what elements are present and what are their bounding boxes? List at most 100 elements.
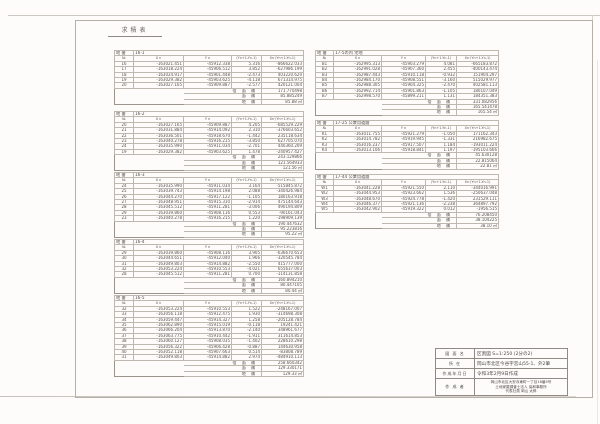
lot-area-label: 地 積 (183, 287, 262, 295)
point-row: 22 -163036.501 -45918.670 -1.442 235118.634 (114, 132, 305, 140)
lot-area-label: 地 積 (183, 370, 262, 378)
area-value: 80.447105 (260, 282, 305, 289)
cell-product: -400143.474 (455, 66, 500, 73)
cell-product: 627705.070 (260, 137, 305, 145)
point-row: W2 -163044.953 -45923.662 1.536 -250637.048 (315, 190, 499, 197)
lot-area-value: 85.88 ㎡ (260, 98, 305, 106)
cell-product: -83808.789 (260, 349, 305, 356)
date-value: 令和3年2月9日作成 (474, 368, 568, 379)
cell-product: 475144.643 (260, 198, 305, 206)
cell-product: 19241.421 (260, 321, 305, 329)
creator-line-2: 土地家屋調査士法人 協和事務所 (495, 384, 547, 389)
point-row: W4 -163046.377 -45921.136 -2.238 364897.792 (315, 200, 499, 208)
cell-product: -344016.991 (456, 184, 499, 192)
cell-product: 180163.918 (260, 193, 305, 201)
cell-product: -484910.113 (260, 354, 305, 361)
area-value: 165.541478 (455, 104, 500, 111)
double-area-value: 258.660342 (260, 359, 305, 367)
point-row: 19 -163029.382 -45903.625 1.478 -240957.427 (114, 148, 305, 156)
cell-product: 403220.620 (260, 71, 305, 79)
cell-product: -248167.007 (260, 305, 305, 313)
double-area-value: 243.129866 (260, 154, 305, 161)
point-row: 20 -163027.165 -45909.887 4.205 -685529.229 (114, 121, 305, 129)
paper-edge-top (8, 15, 600, 16)
point-row: W1 -163041.228 -45921.550 2.110 -344016.991 (315, 184, 499, 192)
cell-product: -515845.872 (260, 182, 305, 190)
cell-product: 440360.209 (260, 143, 305, 150)
drawing-name-label: 図 面 名 (435, 348, 475, 359)
double-area-value: 171.770498 (260, 87, 305, 95)
location-value: 岡山市北区今谷字宮山55-1、外2筆 (474, 358, 568, 369)
point-row: B5 -162988.305 -45904.325 -2.470 402581.113 (315, 82, 500, 89)
doc-title: 求積表 (108, 25, 162, 37)
point-row: 33 -163056.118 -45912.475 1.930 -314698.308 (114, 311, 305, 318)
summary-spacer (115, 371, 184, 376)
point-row: 37 -163063.775 -45910.442 -1.911 311614.853 (114, 332, 305, 340)
cell-product: -314698.308 (260, 311, 305, 318)
area-value: 38.104225 (456, 217, 499, 224)
point-row: B4 -162984.170 -45908.551 -3.160 515029.977 (315, 76, 500, 84)
cell-product: -636670.653 (260, 249, 305, 257)
point-row: 29 -163039.860 -45908.116 3.905 -636670.653 (114, 249, 305, 257)
cell-product: -376603.652 (260, 127, 305, 134)
lot-area-value: 129.33 ㎡ (260, 370, 305, 378)
point-row: 21 -163031.884 -45914.092 2.310 -376603.652 (114, 127, 305, 134)
point-row: 38 -163060.127 -45908.035 -1.402 228610.298 (114, 338, 305, 345)
point-row: K4 -163013.106 -45918.841 1.197 -195103.666 (315, 146, 499, 154)
cell-product: -340426.984 (260, 188, 305, 195)
cell-product: -195103.666 (456, 146, 499, 154)
summary-spacer (316, 223, 382, 228)
lot-area-value: 95.22 ㎡ (260, 231, 305, 238)
summary-spacer (115, 288, 184, 293)
point-row: K2 -163014.782 -45919.945 -1.331 216982.675 (315, 136, 499, 143)
cell-product: -90161.043 (260, 209, 305, 217)
cell-product: 655637.003 (260, 265, 305, 273)
cell-product: -198909.139 (260, 215, 305, 222)
col-product: Xn·(Yn+1-Yn-1) (456, 125, 499, 132)
cell-product: 490194.809 (260, 204, 305, 211)
lot-area-label: 地 積 (183, 165, 262, 172)
double-area-value: 76.208450 (456, 211, 499, 219)
summary-spacer (316, 164, 382, 169)
point-row: 31 -163049.803 -45914.882 2.974 -484910.113 (114, 354, 305, 361)
cell-product: 235118.634 (260, 132, 305, 140)
lot-area-label: 地 積 (183, 98, 262, 106)
cell-product: -1956.515 (456, 206, 499, 213)
summary-spacer (115, 99, 184, 104)
point-row: B1 -162995.313 -45903.279 4.081 -665183.872 (315, 60, 500, 68)
point-row: 17 -163018.224 -45906.512 3.852 -627986.199 (114, 66, 305, 73)
point-row: 40 -163052.118 -45907.663 0.514 -83808.789 (114, 349, 305, 356)
summary-spacer (316, 110, 382, 115)
col-product: Xn·(Yn+1-Yn-1) (260, 244, 305, 251)
summary-spacer (115, 232, 184, 237)
cell-product: -205128.784 (260, 316, 305, 324)
area-value: 22.815064 (456, 157, 499, 165)
cell-product: 228610.298 (260, 338, 305, 345)
point-row: 19 -163029.382 -45903.625 -4.118 671314.975 (114, 76, 305, 84)
point-row: 23 -163040.278 -45916.215 1.220 -198909.139 (114, 215, 305, 222)
lot-area-label: 地 積 (183, 231, 262, 238)
cell-product: -240957.427 (260, 148, 305, 156)
lot-area-value: 165.54 ㎡ (455, 109, 500, 116)
creator-label: 作 成 者 (435, 378, 475, 396)
col-product: Xn·(Yn+1-Yn-1) (260, 116, 305, 123)
cell-product: 364897.792 (456, 200, 499, 208)
summary-spacer (115, 166, 184, 171)
col-product: Xn·(Yn+1-Yn-1) (260, 177, 305, 184)
cell-product: -193011.224 (456, 141, 499, 149)
point-row: 24 -163035.990 -45911.034 -2.701 440360.209 (114, 143, 305, 150)
cell-product: 415777.000 (260, 260, 305, 268)
cell-product: -665183.872 (455, 60, 500, 68)
cell-product: 180107.049 (455, 87, 500, 95)
cell-product: -114131.858 (260, 271, 305, 278)
point-row: 18 -163024.917 -45901.448 -2.473 403220.620 (114, 71, 305, 79)
